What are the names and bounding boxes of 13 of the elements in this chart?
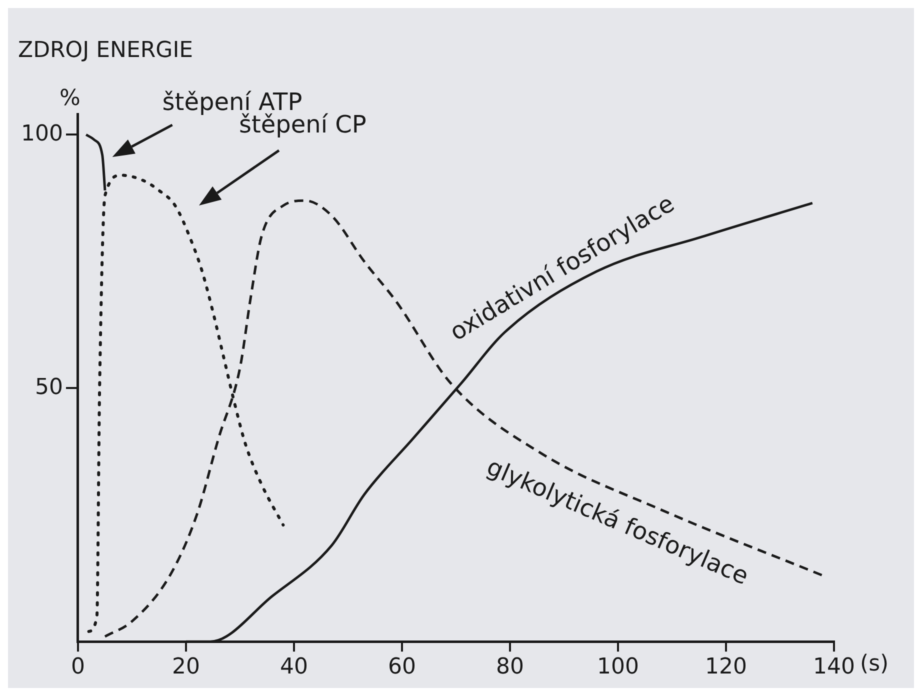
- chart-title: ZDROJ ENERGIE: [18, 38, 194, 63]
- x-axis-title: (s): [860, 651, 889, 676]
- x-tick-label: 100: [596, 654, 639, 680]
- x-tick-label: 40: [280, 654, 308, 680]
- x-tick-label: 140: [813, 654, 855, 680]
- x-tick-label: 0: [70, 654, 85, 680]
- y-tick-label: 50: [34, 374, 63, 400]
- x-tick-label: 80: [496, 654, 524, 680]
- x-tick-label: 120: [705, 654, 747, 680]
- text: štěpení CP: [238, 110, 366, 138]
- x-tick-label: 20: [172, 654, 200, 680]
- x-tick-label: 60: [388, 654, 416, 680]
- y-axis-title: %: [60, 86, 80, 112]
